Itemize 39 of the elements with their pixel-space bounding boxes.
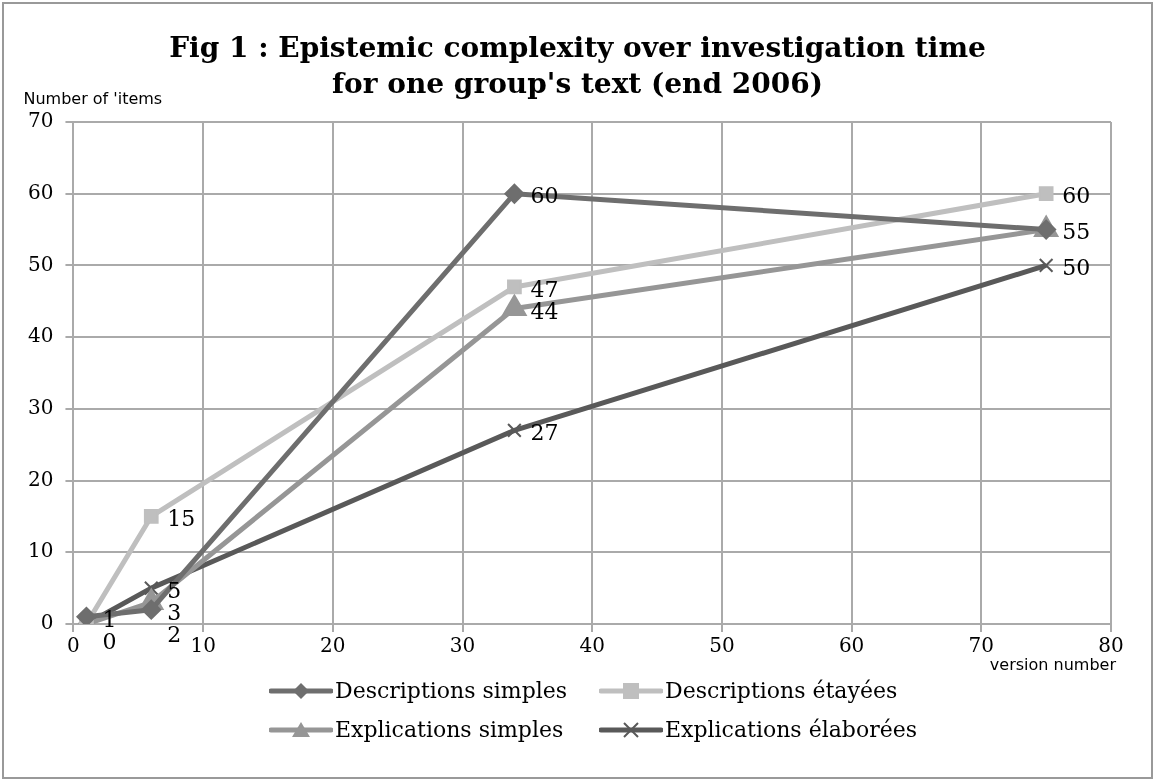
legend-label: Explications élaborées [665,717,917,742]
y-tick-label: 60 [28,179,54,204]
point [504,183,525,204]
point [507,279,522,295]
point [1038,258,1054,273]
point [1038,186,1054,202]
x-tick-label: 40 [579,633,605,658]
data-label: 60 [530,183,559,209]
legend-label: Explications simples [335,717,564,742]
x-tick-label: 50 [709,633,735,658]
data-label: 55 [1062,219,1091,245]
chart-title: Fig 1 : Epistemic complexity over investigation time for one group's text (end 2006) [169,31,986,100]
x-tick-label: 20 [320,633,346,658]
point [143,509,159,524]
y-tick-label: 0 [40,610,54,635]
x-tick-label: 10 [190,633,216,658]
data-label: 27 [530,420,559,446]
x-axis-title: version number [989,655,1117,675]
data-label: 15 [167,506,196,532]
y-tick-label: 40 [28,323,54,348]
legend-label: Descriptions simples [335,678,568,703]
data-label: 60 [1062,183,1091,209]
x-tick-label: 30 [449,633,476,658]
y-tick-label: 30 [28,395,54,420]
point [141,599,162,620]
legend-label: Descriptions étayées [665,678,898,703]
y-tick-label: 10 [28,538,54,563]
y-tick-label: 70 [28,108,54,133]
data-label: 50 [1062,255,1091,281]
y-tick-label: 50 [28,251,54,276]
x-tick-label: 0 [67,633,80,658]
x-tick-label: 60 [838,633,865,658]
x-tick-label: 70 [968,633,995,658]
y-axis-title: Number of 'items [23,89,163,109]
point [143,580,159,596]
data-label: 1 [102,606,117,632]
point [507,423,522,438]
x-tick-label: 80 [1098,633,1124,658]
y-tick-label: 20 [28,466,54,491]
